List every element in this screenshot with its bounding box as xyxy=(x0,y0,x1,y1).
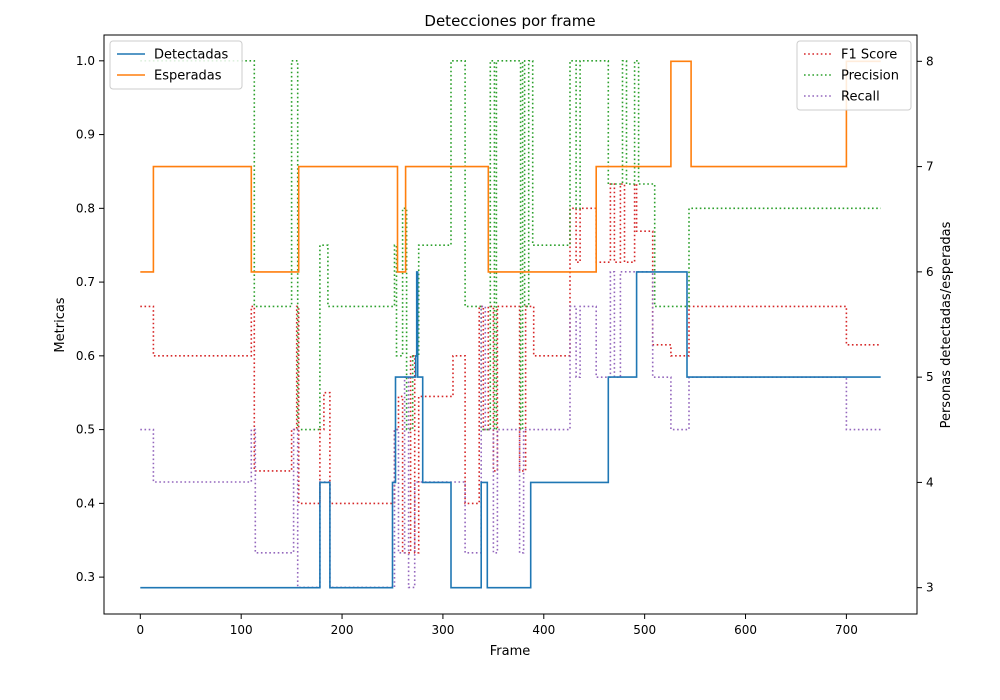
y-right-tick-label: 5 xyxy=(926,370,934,384)
series-line-detectadas xyxy=(140,271,881,589)
legend-label: Esperadas xyxy=(154,69,222,84)
y-right-tick-label: 4 xyxy=(926,475,934,489)
y-left-tick-label: 0.3 xyxy=(76,570,95,584)
legend-label: F1 Score xyxy=(841,48,897,63)
legend-label: Recall xyxy=(841,90,880,105)
y-left-tick-label: 0.4 xyxy=(76,496,95,510)
series-line-f1-score xyxy=(140,183,881,554)
x-tick-label: 300 xyxy=(431,623,454,637)
y-left-tick-label: 0.5 xyxy=(76,423,95,437)
y-right-tick-label: 6 xyxy=(926,265,934,279)
y-left-tick-label: 0.6 xyxy=(76,349,95,363)
legend-label: Detectadas xyxy=(154,48,229,63)
x-tick-label: 700 xyxy=(835,623,858,637)
y-left-tick-label: 0.7 xyxy=(76,275,95,289)
y-axis-label-left: Metricas xyxy=(53,297,68,352)
y-left-tick-label: 0.9 xyxy=(76,128,95,142)
x-tick-label: 200 xyxy=(331,623,354,637)
x-axis-label: Frame xyxy=(490,644,531,659)
legend-left: Detectadas Esperadas xyxy=(109,40,243,90)
axes-layer: 0 100 200 300 400 500 600 700 0.3 0.4 0.5 0.6 0.7 0.8… xyxy=(76,54,934,637)
y-left-tick-label: 1.0 xyxy=(76,54,95,68)
x-tick-label: 400 xyxy=(532,623,555,637)
chart-title: Detecciones por frame xyxy=(424,12,595,30)
legend-right: F1 Score Precision Recall xyxy=(796,40,912,111)
y-right-tick-label: 8 xyxy=(926,54,934,68)
x-tick-label: 500 xyxy=(633,623,656,637)
y-left-tick-label: 0.8 xyxy=(76,201,95,215)
x-tick-label: 100 xyxy=(230,623,253,637)
legend-box xyxy=(109,40,243,90)
y-axis-label-right: Personas detectadas/esperadas xyxy=(939,221,954,428)
x-tick-label: 0 xyxy=(136,623,144,637)
y-right-tick-label: 7 xyxy=(926,160,934,174)
plot-frame xyxy=(103,34,918,615)
y-right-tick-label: 3 xyxy=(926,581,934,595)
legend-label: Precision xyxy=(841,69,899,84)
series-layer xyxy=(140,60,881,589)
x-tick-label: 600 xyxy=(734,623,757,637)
series-line-esperadas xyxy=(140,60,881,273)
legend-box xyxy=(796,40,912,111)
series-line-precision xyxy=(140,60,881,431)
